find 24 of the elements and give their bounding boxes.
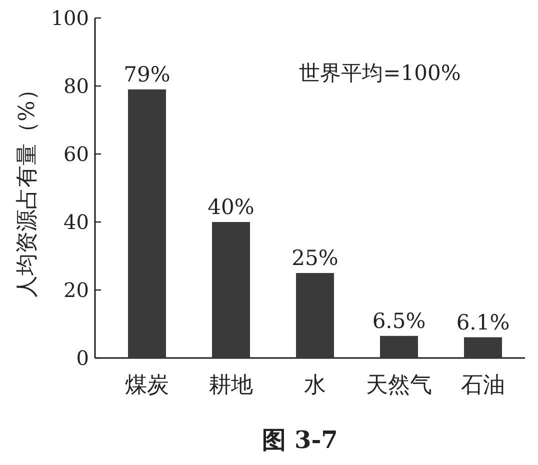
- caption: 图 3-7: [262, 425, 338, 454]
- bar: [380, 336, 418, 358]
- x-tick-label: 石油: [461, 373, 505, 398]
- bar: [128, 89, 166, 358]
- data-label: 40%: [208, 195, 254, 219]
- x-tick-label: 天然气: [366, 373, 432, 398]
- y-tick-label: 0: [76, 346, 89, 370]
- bar: [212, 222, 250, 358]
- x-tick-label: 煤炭: [125, 373, 169, 398]
- y-axis-title: 人均资源占有量（%）: [15, 78, 40, 298]
- data-label: 25%: [292, 246, 338, 270]
- y-tick-label: 20: [64, 278, 89, 302]
- y-tick-label: 40: [64, 210, 89, 234]
- y-tick-label: 80: [64, 74, 89, 98]
- data-label: 6.5%: [372, 308, 426, 333]
- bar: [296, 273, 334, 358]
- x-tick-label: 水: [304, 373, 326, 398]
- x-tick-label: 耕地: [209, 373, 253, 398]
- data-label: 6.1%: [456, 310, 510, 334]
- data-label: 79%: [124, 62, 170, 86]
- bar: [464, 337, 502, 358]
- annotation: 世界平均=100%: [299, 61, 461, 85]
- y-tick-label: 60: [64, 142, 89, 166]
- y-tick-label: 100: [50, 6, 89, 30]
